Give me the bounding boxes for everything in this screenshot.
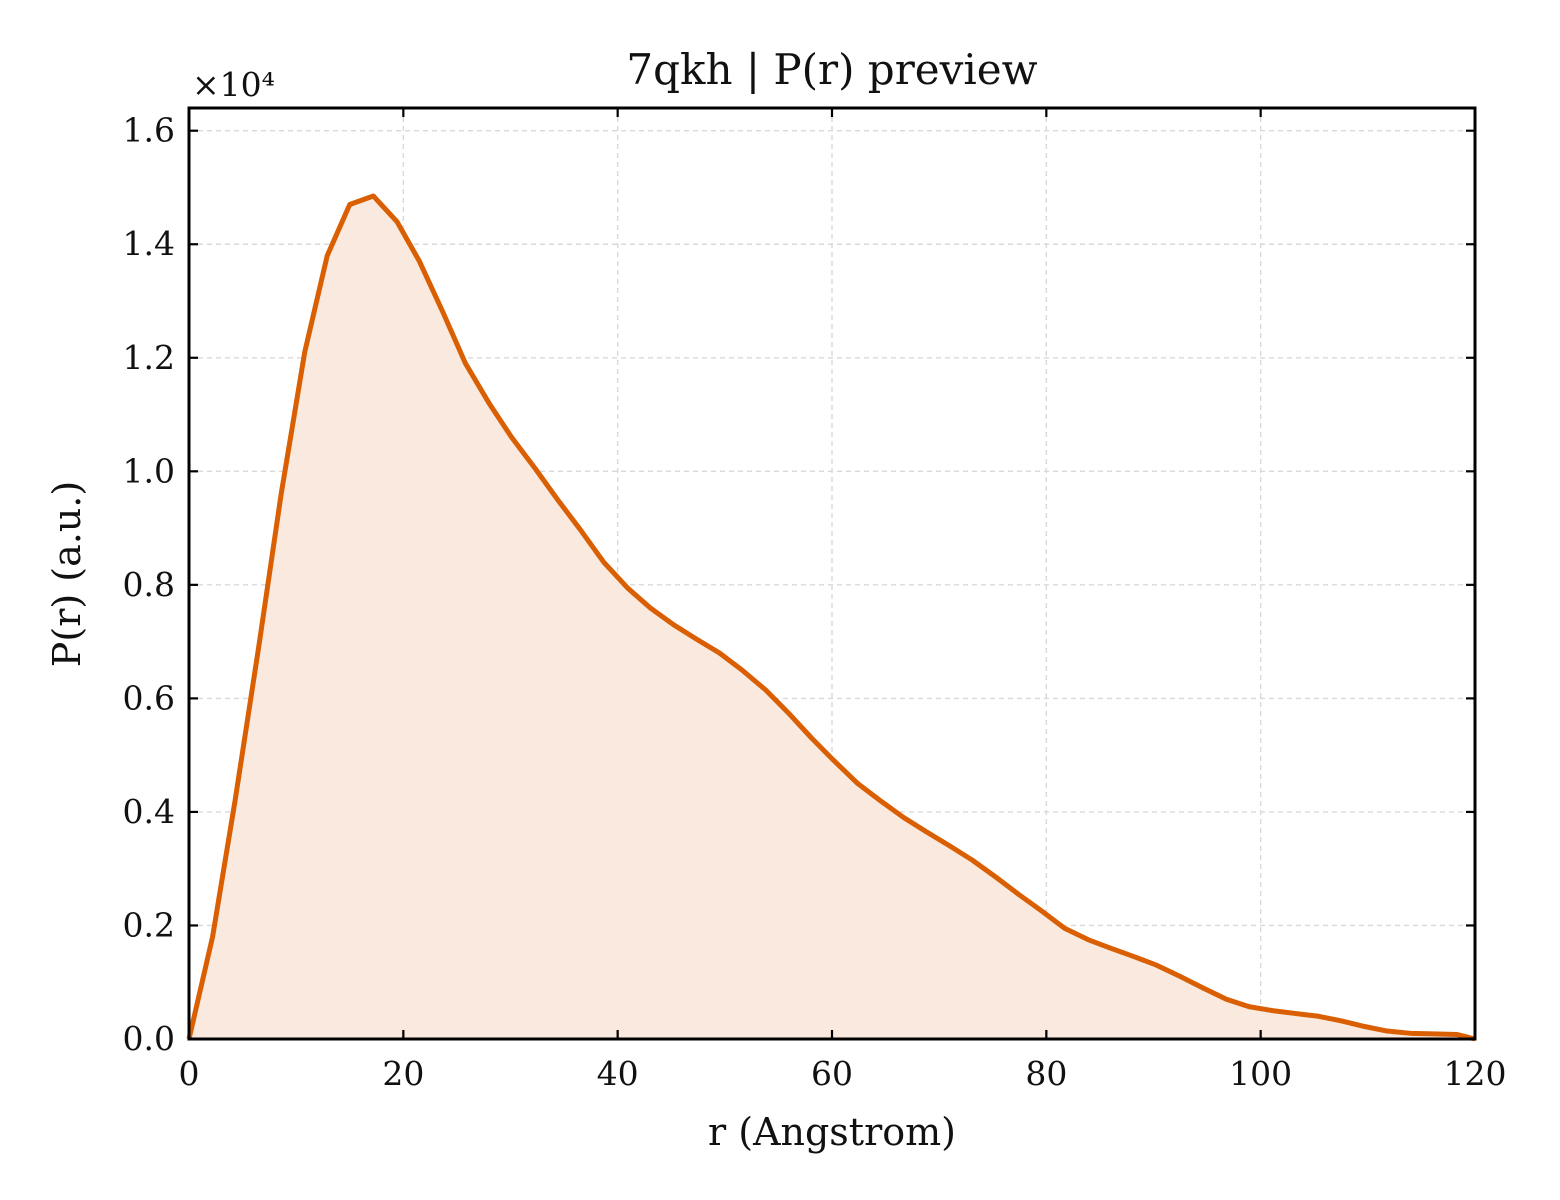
x-tick-label: 80 [1025,1054,1067,1093]
y-tick-label: 0.2 [123,905,175,944]
tick-labels: 0 20 40 60 80 100 120 0.0 0.2 0.4 0.6 0.8 1.0 1.2 1.4 1… [123,111,1507,1093]
pr-area-fill [189,195,1475,1040]
y-tick-label: 1.0 [123,451,175,490]
x-tick-label: 0 [179,1054,200,1093]
x-tick-label: 120 [1444,1054,1507,1093]
y-tick-label: 0.6 [123,678,175,717]
y-tick-label: 1.2 [123,338,175,377]
axis-ticks [187,108,1477,1041]
y-tick-label: 1.4 [123,224,175,263]
chart-title: 7qkh | P(r) preview [626,45,1037,94]
y-multiplier-label: ×10⁴ [192,65,275,104]
x-tick-label: 40 [597,1054,639,1093]
y-tick-label: 0.8 [123,565,175,604]
y-tick-label: 1.6 [123,111,175,150]
x-tick-label: 20 [382,1054,424,1093]
x-tick-label: 100 [1229,1054,1292,1093]
y-axis-label: P(r) (a.u.) [45,481,89,667]
y-tick-label: 0.0 [123,1019,175,1058]
x-tick-label: 60 [811,1054,853,1093]
y-tick-label: 0.4 [123,792,175,831]
x-axis-label: r (Angstrom) [708,1110,956,1154]
pr-series-line [186,193,1476,1042]
grid [189,108,1475,1039]
